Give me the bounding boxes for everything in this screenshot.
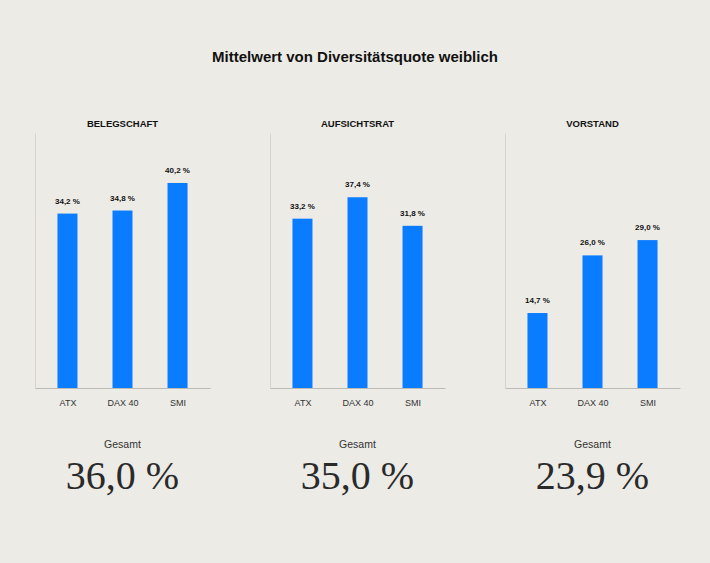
x-tick-label: SMI bbox=[640, 398, 656, 408]
x-tick: ATX bbox=[295, 398, 312, 408]
x-axis: ATX DAX 40 SMI bbox=[506, 389, 681, 409]
x-tick-label: ATX bbox=[530, 398, 547, 408]
panel-title: VORSTAND bbox=[566, 118, 619, 129]
data-label: 33,2 % bbox=[290, 202, 315, 211]
bars bbox=[57, 183, 187, 388]
x-axis: ATX DAX 40 SMI bbox=[36, 389, 211, 409]
x-axis-line bbox=[271, 388, 446, 389]
panel-title: BELEGSCHAFT bbox=[87, 118, 158, 129]
data-label: 40,2 % bbox=[165, 166, 190, 175]
y-axis bbox=[505, 134, 506, 389]
x-tick-label: SMI bbox=[405, 398, 421, 408]
bar bbox=[348, 197, 368, 388]
background bbox=[0, 0, 710, 563]
x-tick: DAX 40 bbox=[107, 398, 138, 408]
bars bbox=[527, 240, 657, 388]
total-value: 36,0 % bbox=[66, 453, 179, 498]
bar bbox=[168, 183, 188, 388]
chart-root: Mittelwert von Diversitätsquote weiblich… bbox=[0, 0, 710, 563]
data-label: 26,0 % bbox=[580, 238, 605, 247]
bar bbox=[403, 226, 423, 388]
data-labels: 33,2 % 37,4 % 31,8 % bbox=[290, 180, 425, 218]
x-tick: SMI bbox=[405, 398, 421, 408]
x-tick-label: DAX 40 bbox=[577, 398, 608, 408]
x-tick: ATX bbox=[60, 398, 77, 408]
x-axis-line bbox=[506, 388, 681, 389]
bar bbox=[583, 255, 603, 388]
x-tick: SMI bbox=[170, 398, 186, 408]
data-labels: 34,2 % 34,8 % 40,2 % bbox=[55, 166, 190, 206]
bar bbox=[292, 219, 312, 388]
y-axis-line bbox=[270, 134, 271, 389]
bar bbox=[57, 214, 77, 388]
x-axis-line bbox=[36, 388, 211, 389]
bar bbox=[638, 240, 658, 388]
x-tick-label: ATX bbox=[295, 398, 312, 408]
panel: BELEGSCHAFT ATX DAX 40 SMI 34,2 % 34,8 % 40,2 … bbox=[36, 118, 211, 498]
data-label: 34,2 % bbox=[55, 197, 80, 206]
data-labels: 14,7 % 26,0 % 29,0 % bbox=[525, 223, 660, 305]
data-label: 37,4 % bbox=[345, 180, 370, 189]
bar bbox=[113, 211, 133, 388]
total-label: Gesamt bbox=[574, 438, 611, 450]
x-tick-label: SMI bbox=[170, 398, 186, 408]
bar bbox=[527, 313, 547, 388]
panel: VORSTAND ATX DAX 40 SMI 14,7 % 26,0 % 29,0 % Ge… bbox=[506, 118, 681, 498]
y-axis bbox=[35, 134, 36, 389]
y-axis bbox=[270, 134, 271, 389]
x-tick-label: DAX 40 bbox=[107, 398, 138, 408]
bars bbox=[292, 197, 422, 388]
y-axis-line bbox=[505, 134, 506, 389]
panel-title: AUFSICHTSRAT bbox=[321, 118, 394, 129]
x-axis: ATX DAX 40 SMI bbox=[271, 389, 446, 409]
data-label: 29,0 % bbox=[635, 223, 660, 232]
x-tick: ATX bbox=[530, 398, 547, 408]
x-tick-label: ATX bbox=[60, 398, 77, 408]
total-label: Gesamt bbox=[339, 438, 376, 450]
data-label: 34,8 % bbox=[110, 194, 135, 203]
y-axis-line bbox=[35, 134, 36, 389]
x-tick-label: DAX 40 bbox=[342, 398, 373, 408]
total-label: Gesamt bbox=[104, 438, 141, 450]
data-label: 31,8 % bbox=[400, 209, 425, 218]
total-value: 23,9 % bbox=[536, 453, 649, 498]
main-title: Mittelwert von Diversitätsquote weiblich bbox=[212, 48, 498, 65]
data-label: 14,7 % bbox=[525, 296, 550, 305]
x-tick: SMI bbox=[640, 398, 656, 408]
panel: AUFSICHTSRAT ATX DAX 40 SMI 33,2 % 37,4 % 31,8… bbox=[271, 118, 446, 498]
total-value: 35,0 % bbox=[301, 453, 414, 498]
x-tick: DAX 40 bbox=[577, 398, 608, 408]
x-tick: DAX 40 bbox=[342, 398, 373, 408]
